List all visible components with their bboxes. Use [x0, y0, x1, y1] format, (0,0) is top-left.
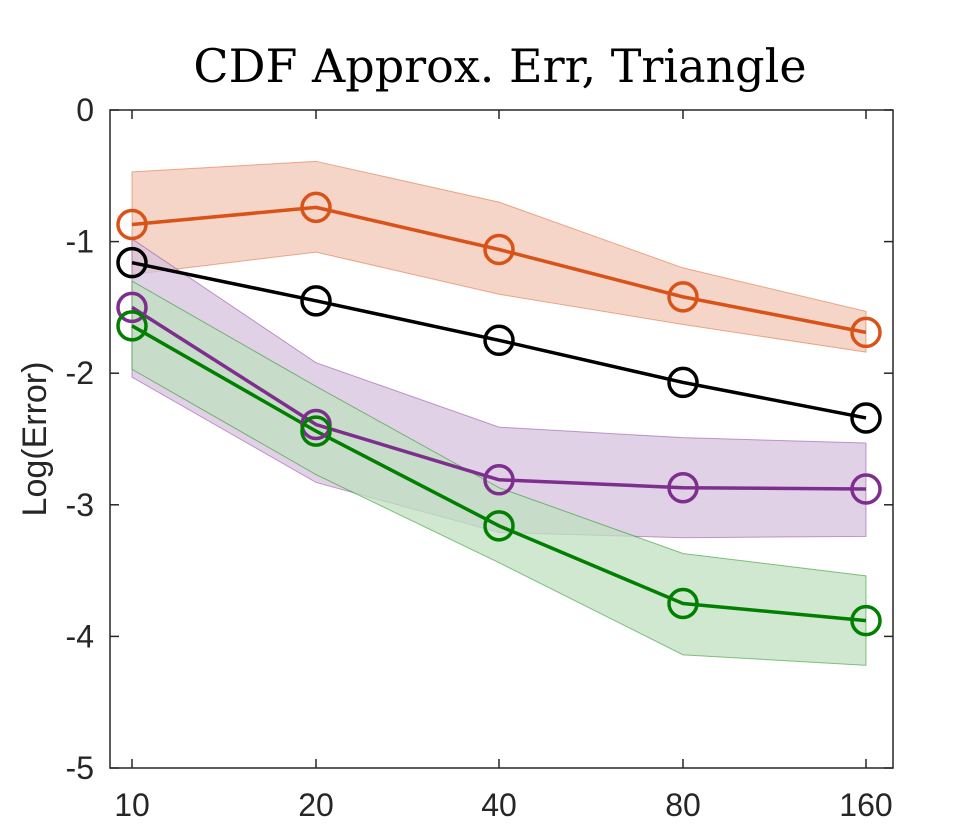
marker-purple-10: [116, 291, 148, 324]
marker-green-80: [667, 587, 699, 620]
series-markers: [116, 191, 882, 637]
line-green: [131, 324, 867, 623]
series-lines: [131, 205, 867, 623]
marker-green-40: [483, 510, 515, 542]
axis-tick-labels: 10 20 40 80 160 0 -1 -2 -3 -4 -5: [66, 92, 893, 823]
x-tick-label: 20: [298, 787, 334, 823]
y-tick-label: -2: [66, 355, 94, 391]
y-tick-label: -1: [66, 224, 94, 260]
marker-purple-160: [850, 473, 882, 505]
marker-black-20: [300, 285, 332, 317]
marker-black-40: [483, 324, 515, 357]
chart-title: CDF Approx. Err, Triangle: [193, 39, 806, 93]
marker-green-160: [850, 604, 882, 637]
y-tick-label: 0: [76, 92, 94, 128]
y-axis-label: Log(Error): [16, 362, 54, 517]
marker-orange-80: [667, 281, 699, 313]
line-black: [131, 260, 867, 420]
marker-purple-80: [667, 471, 699, 504]
x-tick-label: 10: [114, 787, 150, 823]
marker-green-10: [116, 310, 148, 342]
band-green: [131, 280, 867, 666]
marker-orange-160: [850, 316, 882, 349]
marker-black-10: [116, 246, 148, 279]
marker-orange-40: [483, 233, 515, 266]
plot-area-frame: [109, 109, 894, 769]
marker-black-160: [850, 402, 882, 434]
line-purple: [131, 305, 867, 491]
x-tick-label: 80: [665, 787, 701, 823]
y-tick-label: -5: [66, 750, 94, 786]
y-tick-label: -4: [66, 618, 94, 654]
marker-green-20: [300, 415, 332, 447]
marker-orange-20: [300, 191, 332, 224]
x-tick-label: 160: [839, 787, 892, 823]
marker-purple-40: [483, 464, 515, 496]
marker-orange-10: [116, 208, 148, 241]
line-orange: [131, 205, 867, 335]
marker-black-80: [667, 366, 699, 399]
x-tick-label: 40: [481, 787, 517, 823]
axis-ticks: [110, 109, 893, 769]
y-tick-label: -3: [66, 487, 94, 523]
